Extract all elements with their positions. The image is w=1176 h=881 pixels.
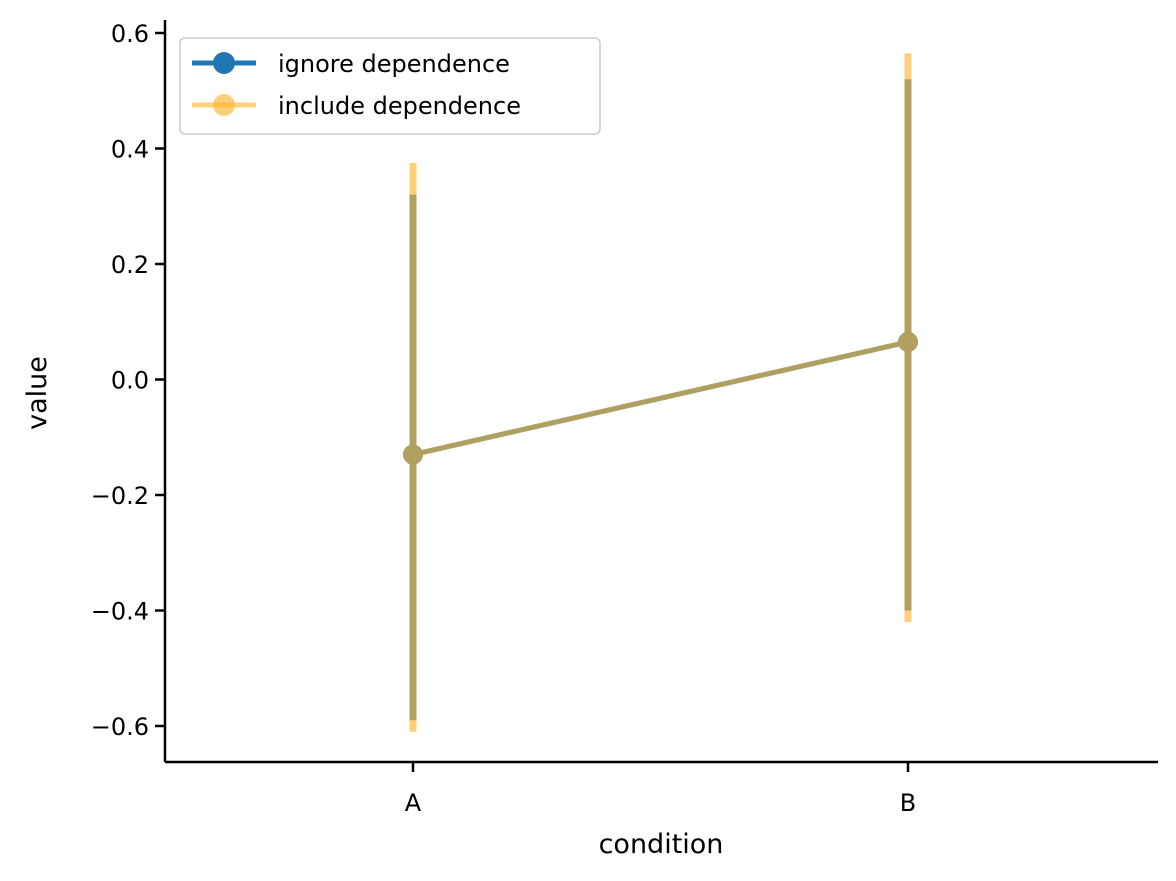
y-tick-label: 0.4	[111, 136, 149, 164]
series-1	[403, 53, 918, 732]
legend-marker-ignore	[213, 52, 235, 74]
y-ticks: −0.6 −0.4 −0.2 0.0 0.2 0.4 0.6	[91, 20, 165, 741]
legend-marker-include	[213, 94, 235, 116]
legend-frame	[179, 37, 601, 135]
data-point	[898, 331, 918, 352]
y-tick-label: −0.4	[91, 598, 149, 626]
y-tick-label: −0.2	[91, 482, 149, 510]
x-tick-label: A	[405, 789, 422, 817]
y-tick-label: 0.6	[111, 20, 149, 48]
series-line	[412, 339, 909, 458]
y-tick-label: 0.2	[111, 251, 149, 279]
legend: ignore dependence include dependence	[179, 37, 601, 135]
plot-area	[403, 53, 918, 732]
data-point	[403, 444, 423, 465]
legend-label-ignore: ignore dependence	[278, 50, 510, 78]
x-axis-label: condition	[599, 829, 724, 860]
y-tick-label: 0.0	[111, 367, 149, 395]
legend-item-include: include dependence	[192, 92, 521, 120]
y-axis-label: value	[22, 356, 53, 430]
legend-item-ignore: ignore dependence	[192, 50, 510, 78]
legend-label-include: include dependence	[278, 92, 521, 120]
y-tick-label: −0.6	[91, 713, 149, 741]
x-tick-label: B	[900, 789, 916, 817]
